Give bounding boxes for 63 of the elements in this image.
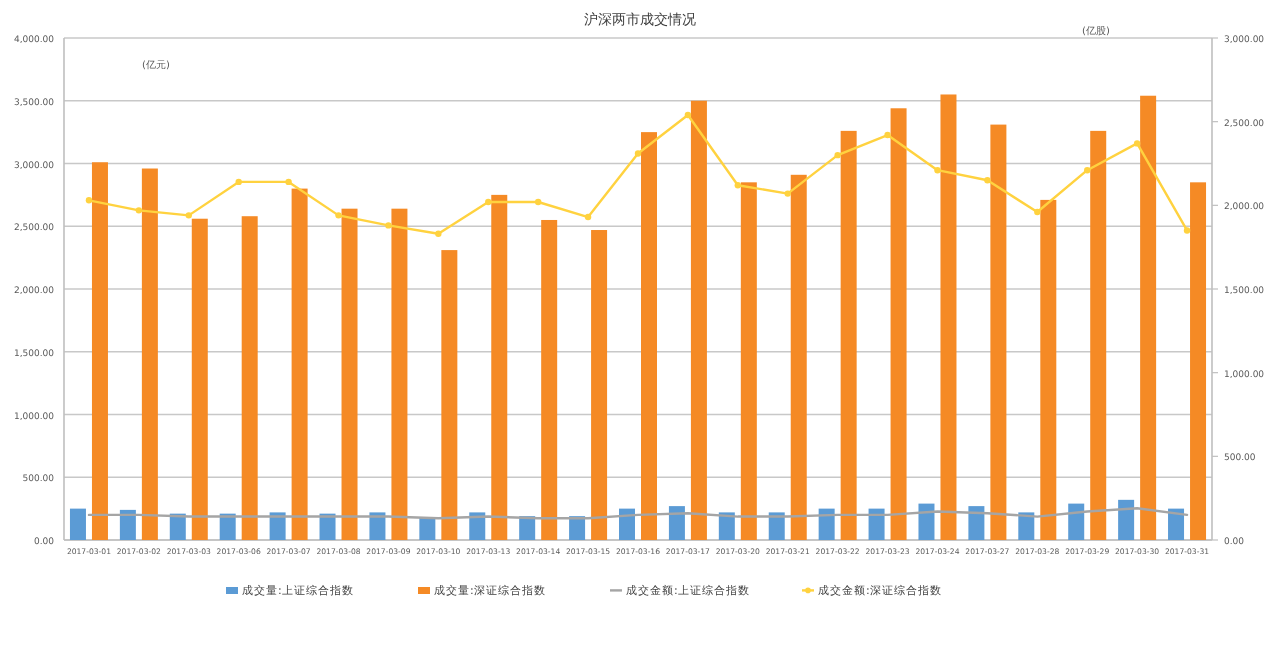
- point: [534, 198, 542, 206]
- bar: [169, 513, 186, 540]
- bar: [491, 194, 508, 540]
- bar: [1168, 508, 1185, 540]
- point: [1084, 166, 1091, 174]
- bar: [868, 508, 885, 540]
- bar: [419, 517, 436, 540]
- point: [1034, 208, 1041, 216]
- bar: [918, 503, 935, 540]
- bar: [341, 208, 358, 540]
- bar: [1118, 499, 1135, 540]
- bar: [519, 516, 536, 540]
- point: [135, 207, 143, 214]
- bar: [619, 508, 635, 540]
- bar: [541, 219, 558, 540]
- bar: [291, 188, 308, 540]
- bar: [1190, 182, 1207, 540]
- bar: [990, 124, 1007, 540]
- bar: [641, 132, 657, 540]
- bar: [69, 508, 86, 540]
- bar: [668, 506, 685, 540]
- bar: [569, 516, 586, 540]
- bar: [591, 230, 608, 540]
- bar: [191, 218, 208, 540]
- bar: [1068, 503, 1085, 540]
- point: [784, 190, 791, 197]
- bar: [940, 94, 957, 540]
- point: [634, 150, 642, 157]
- bar: [119, 509, 136, 540]
- bar: [790, 174, 807, 540]
- bar: [441, 250, 458, 540]
- point: [235, 178, 242, 186]
- point: [584, 213, 592, 221]
- point: [285, 178, 292, 186]
- point: [984, 177, 991, 184]
- bar: [469, 512, 486, 540]
- bar: [740, 182, 757, 540]
- point: [485, 198, 492, 206]
- bar: [1018, 512, 1035, 540]
- bar: [91, 162, 108, 540]
- bar: [690, 100, 707, 540]
- bar: [1140, 95, 1157, 540]
- point: [85, 197, 93, 204]
- point: [1183, 227, 1191, 234]
- bar: [968, 506, 985, 540]
- bar: [1040, 199, 1057, 540]
- point: [834, 151, 841, 159]
- bar: [391, 208, 408, 540]
- point: [385, 222, 392, 229]
- point: [734, 182, 742, 189]
- bar: [141, 168, 158, 540]
- bar: [718, 512, 735, 540]
- bar: [890, 108, 907, 540]
- bar: [241, 216, 258, 540]
- point: [934, 166, 941, 174]
- point: [435, 230, 442, 237]
- bar: [1090, 130, 1107, 540]
- point: [335, 212, 342, 219]
- point: [1133, 140, 1141, 147]
- point: [684, 111, 692, 119]
- bar: [840, 130, 857, 540]
- point: [884, 131, 891, 139]
- point: [185, 212, 192, 219]
